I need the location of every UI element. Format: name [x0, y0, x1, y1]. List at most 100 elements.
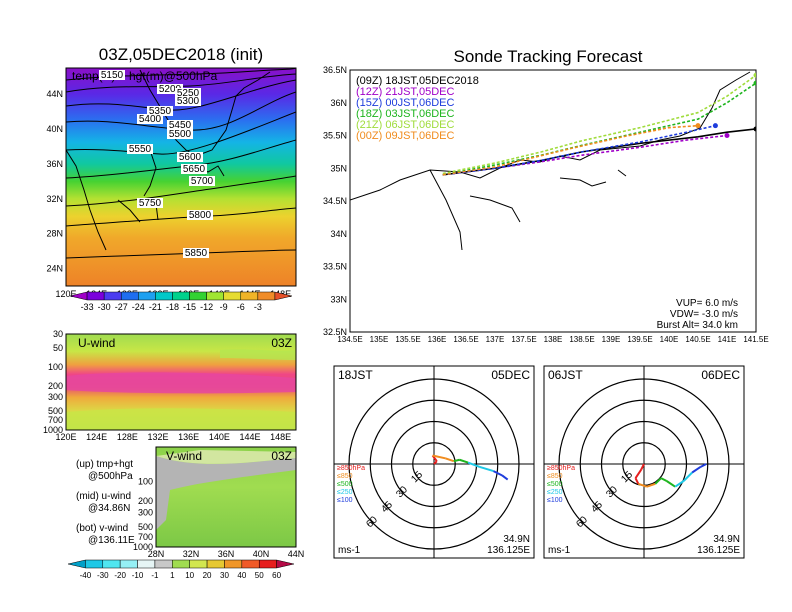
hodograph-legend-entry: ≥850hPa	[337, 465, 365, 472]
tracking-lon-tick: 135E	[370, 335, 389, 344]
wind-colorbar-label: 30	[220, 571, 229, 580]
u-y-tick: 1000	[43, 425, 63, 435]
hodograph-trace-segment	[666, 480, 676, 488]
u-x-tick: 124E	[86, 432, 107, 442]
hodograph-trace-segment	[640, 463, 645, 471]
tracking-lon-tick: 136.5E	[453, 335, 478, 344]
tracking-title: Sonde Tracking Forecast	[454, 47, 643, 66]
hodograph-trace-segment	[459, 458, 469, 464]
wind-colorbar-swatch	[85, 559, 104, 569]
param-vdw: VDW= -3.0 m/s	[670, 309, 738, 320]
v-gray-region	[156, 456, 296, 530]
wind-colorbar-swatch	[189, 559, 208, 569]
colorbar-swatch	[103, 291, 122, 301]
colorbar-swatch	[189, 291, 207, 301]
contour-5750	[66, 175, 296, 207]
v-x-tick: 36N	[218, 549, 235, 559]
tracking-lat-tick: 36.5N	[323, 65, 347, 75]
wind-colorbar-swatch	[67, 559, 86, 569]
wind-colorbar-label: 1	[170, 571, 175, 580]
colorbar-label: -27	[115, 302, 128, 312]
tracking-lat-tick: 33.5N	[323, 262, 347, 272]
tracking-lat-tick: 33N	[330, 294, 347, 304]
hodograph-trace-segment	[479, 465, 494, 473]
coastline	[66, 69, 271, 251]
v-x-tick: 32N	[183, 549, 200, 559]
hodograph-trace-segment	[654, 477, 662, 485]
hodograph-trace-segment	[646, 482, 656, 488]
contour-label: 5400	[139, 114, 162, 125]
hodograph-trace-segment	[501, 474, 509, 481]
hodograph-legend-entry: ≤500	[547, 481, 563, 488]
tracking-lat-tick: 35.5N	[323, 131, 347, 141]
u-y-tick: 200	[48, 381, 63, 391]
map-lat-tick: 40N	[46, 124, 63, 134]
hodograph-unit: ms-1	[338, 545, 361, 556]
hodograph-trace-segment	[660, 477, 668, 482]
contour-label-bg	[175, 96, 201, 106]
map-frame	[65, 67, 297, 287]
wind-colorbar-swatch	[241, 559, 260, 569]
wind-colorbar-label: 60	[272, 571, 281, 580]
colorbar-swatch	[155, 291, 173, 301]
contour-label: 5450	[169, 120, 192, 131]
contour-label-bg	[137, 114, 163, 124]
hodograph-legend-entry: ≤500	[337, 481, 353, 488]
note-up-label: (up) tmp+hgt	[76, 459, 133, 470]
hodograph-trace-segment	[691, 466, 702, 474]
tracking-lat-tick: 35N	[330, 163, 347, 173]
contour-5850	[66, 249, 296, 259]
tracking-legend-entry: (12Z) 21JST,05DEC	[356, 86, 454, 98]
tracking-lon-tick: 139E	[602, 335, 621, 344]
note-mid-label: (mid) u-wind	[76, 491, 131, 502]
wind-colorbar-swatch	[258, 559, 277, 569]
contour-label-bg	[127, 144, 153, 154]
hodograph-trace-segment	[634, 469, 642, 479]
wind-colorbar-label: -10	[132, 571, 144, 580]
tracking-lon-ticks: 134.5E 135E 135.5E 136E 136.5E 137E 137.5E 138E…	[337, 335, 768, 344]
hodograph-jst: 18JST	[338, 368, 373, 382]
contour-label-bg	[181, 164, 207, 174]
contour-label: 5700	[191, 176, 214, 187]
tracking-plot-area	[349, 69, 757, 333]
contour-label-bg	[99, 70, 125, 80]
u-x-tick: 128E	[117, 432, 138, 442]
hodograph-trace-segment	[634, 477, 640, 485]
wind-colorbar-label: -1	[151, 571, 159, 580]
hodograph-lon: 136.125E	[487, 545, 530, 556]
v-wind-time: 03Z	[271, 449, 292, 463]
colorbar-label: -6	[237, 302, 245, 312]
tracking-lon-tick: 137.5E	[511, 335, 536, 344]
param-burst: Burst Alt= 34.0 km	[657, 320, 738, 331]
hodograph-trace-segment	[493, 470, 503, 477]
note-up-sub: @500hPa	[88, 471, 133, 482]
colorbar-swatch	[257, 291, 276, 301]
colorbar-label: -30	[98, 302, 111, 312]
contour-label: 5150	[101, 70, 124, 81]
tracking-lon-tick: 140E	[660, 335, 679, 344]
contour-5250	[66, 73, 296, 93]
hodograph-trace-segment	[445, 457, 455, 463]
wind-colorbar-label: -30	[97, 571, 109, 580]
tracking-lon-tick: 136E	[428, 335, 447, 344]
contour-label-bg	[157, 84, 183, 94]
u-wind-time: 03Z	[271, 336, 292, 350]
u-x-tick: 144E	[239, 432, 260, 442]
hodograph-legend-entry: ≥850hPa	[547, 465, 575, 472]
v-y-tick: 700	[138, 532, 153, 542]
tracking-lon-tick: 135.5E	[395, 335, 420, 344]
contour-label: 5500	[169, 129, 192, 140]
u-x-tick: 140E	[209, 432, 230, 442]
note-bot-sub: @136.11E	[88, 535, 135, 546]
contour-label: 5600	[179, 152, 202, 163]
tracking-panel: 36.5N 36N 35.5N 35N 34.5N 34N 33.5N 33N 32.5N 13…	[323, 65, 769, 344]
hodograph-trace-segment	[453, 458, 460, 463]
contour-label: 5350	[149, 106, 172, 117]
u-y-tick: 700	[48, 415, 63, 425]
map-contour-labels: 5150520052505300535054005450550055505600…	[99, 70, 215, 259]
contour-label-bg	[175, 88, 201, 98]
